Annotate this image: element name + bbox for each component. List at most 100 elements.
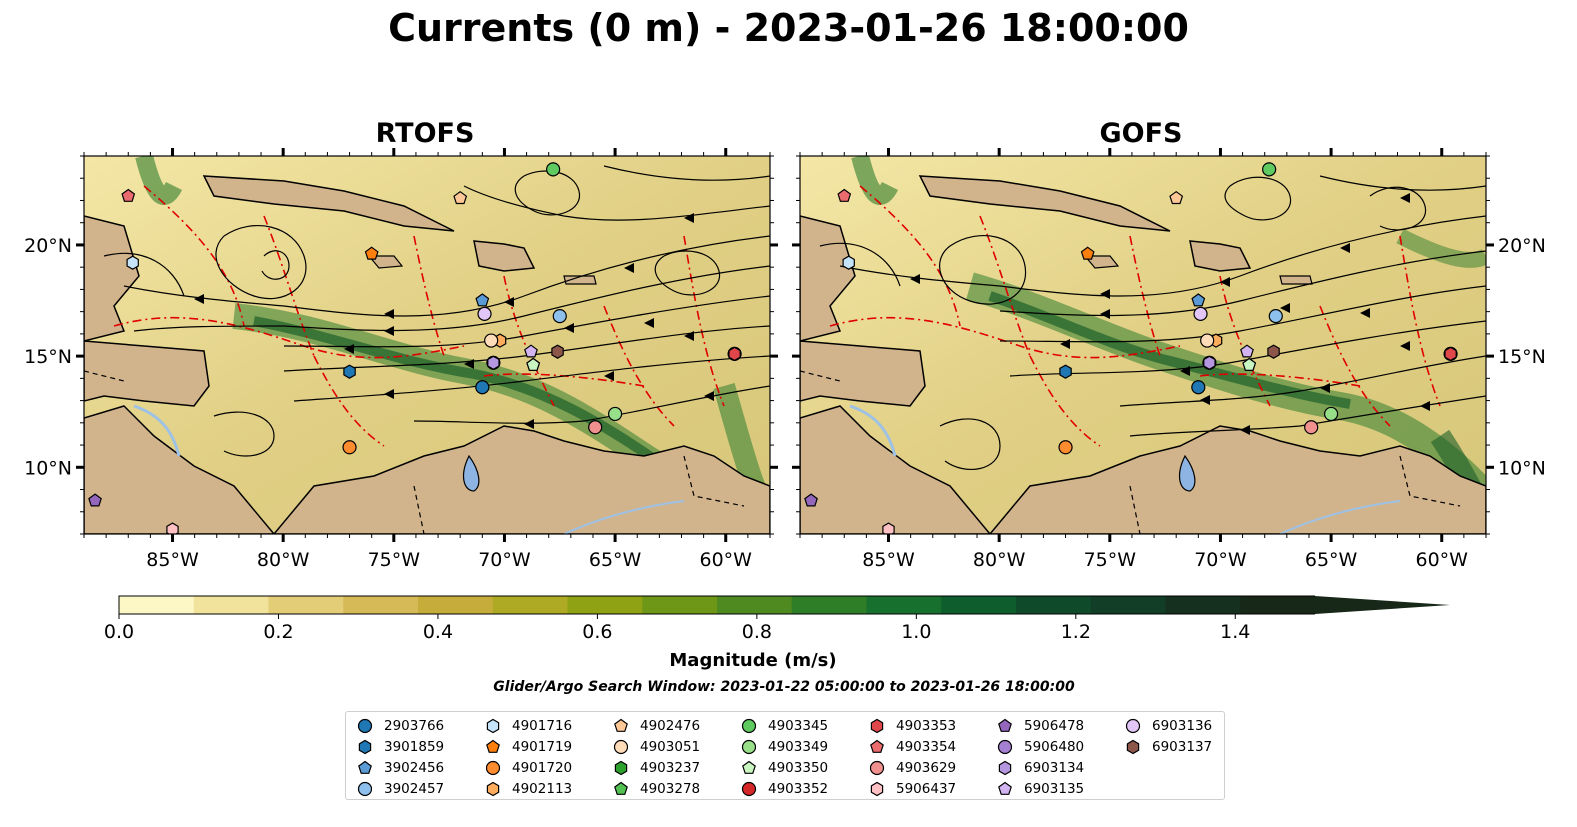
map-panel-gofs: [800, 156, 1486, 534]
legend-label: 4902476: [640, 717, 701, 734]
lat-tick-label: 10°N: [1498, 457, 1546, 479]
lon-tick-label: 75°W: [1084, 549, 1137, 571]
colorbar-segment: [193, 596, 270, 614]
colorbar-segment: [866, 596, 942, 614]
circle-marker-icon: [357, 781, 373, 796]
legend-marker-5906437: [870, 781, 884, 796]
lon-tick-label: 60°W: [700, 549, 753, 571]
legend-marker-4903350: [742, 760, 756, 774]
legend-label: 4903349: [768, 738, 829, 755]
streamlines: [819, 175, 1486, 470]
colorbar-segment: [941, 596, 1017, 614]
circle-marker-icon: [741, 718, 757, 733]
colorbar-segment: [1240, 596, 1316, 614]
float-marker-5906478: [88, 493, 102, 507]
legend-marker-4903278: [614, 781, 628, 795]
legend-item: 4901720: [484, 757, 572, 778]
lon-tick-label: 65°W: [1305, 549, 1358, 571]
float-marker-6903136: [477, 306, 492, 321]
legend-marker-4903354: [870, 739, 884, 753]
colorbar-segment: [343, 596, 419, 614]
float-marker-3901859: [343, 364, 356, 379]
hexagon-marker-icon: [998, 760, 1012, 775]
float-markers-gofs: [804, 162, 1458, 534]
float-marker-3902456: [1191, 293, 1206, 307]
float-marker-4902476: [1169, 190, 1184, 205]
map-frame-rtofs: [83, 155, 771, 535]
lake-nicaragua: [849, 404, 897, 457]
legend-item: 4903349: [740, 736, 828, 757]
pentagon-marker-icon: [870, 739, 884, 753]
colorbar-segment: [1016, 596, 1092, 614]
colorbar-segment: [418, 596, 494, 614]
legend-label: 3901859: [384, 738, 445, 755]
legend-label: 6903134: [1024, 759, 1085, 776]
figure-title: Currents (0 m) - 2023-01-26 18:00:00: [388, 6, 1189, 50]
legend-marker-6903135: [998, 781, 1012, 795]
colorbar-segment: [717, 596, 793, 614]
colorbar-segment: [119, 596, 195, 614]
legend-marker-4903353: [870, 718, 884, 733]
legend-marker-4901719: [486, 739, 500, 753]
land-yucatan: [84, 215, 140, 342]
land-jamaica: [1083, 255, 1120, 269]
legend-item: 6903137: [1124, 736, 1212, 757]
legend-item: 4903352: [740, 778, 828, 799]
colorbar-tick-label: 0.2: [263, 621, 293, 643]
lon-tick-label: 80°W: [973, 549, 1026, 571]
hexagon-marker-icon: [614, 760, 628, 775]
legend-marker-6903136: [1125, 718, 1141, 733]
legend-column: 5906478 5906480 6903134 6903135: [996, 715, 1084, 799]
lon-tick-label: 70°W: [1194, 549, 1247, 571]
float-marker-4901719: [1080, 246, 1095, 260]
legend-item: 2903766: [356, 715, 444, 736]
float-marker-6903134: [1203, 355, 1216, 370]
pentagon-marker-icon: [614, 781, 628, 795]
legend-column: 4903353 4903354 4903629 5906437: [868, 715, 956, 799]
river: [563, 500, 685, 534]
float-marker-4901716: [126, 255, 139, 270]
hexagon-marker-icon: [1126, 739, 1140, 754]
legend-label: 4903345: [768, 717, 829, 734]
lon-tick-label: 75°W: [368, 549, 421, 571]
map-frame-gofs: [799, 155, 1487, 535]
search-window-text: Glider/Argo Search Window: 2023-01-22 05…: [493, 679, 1075, 695]
lake-nicaragua: [133, 404, 181, 457]
legend-label: 4903237: [640, 759, 701, 776]
pentagon-marker-icon: [614, 718, 628, 732]
float-marker-3901859: [1059, 364, 1072, 379]
legend-item: 4903345: [740, 715, 828, 736]
current-jet: [135, 156, 183, 205]
float-marker-4901720: [1058, 440, 1073, 455]
legend-marker-4903629: [869, 760, 885, 775]
lat-tick-label: 15°N: [24, 346, 72, 368]
legend-marker-4903349: [741, 739, 757, 754]
legend-label: 6903135: [1024, 780, 1085, 797]
map-panel-rtofs: [84, 156, 770, 534]
legend-item: 4902113: [484, 778, 572, 799]
circle-marker-icon: [485, 760, 501, 775]
lat-tick-label: 10°N: [24, 457, 72, 479]
legend-marker-5906480: [997, 739, 1013, 754]
river: [1279, 500, 1401, 534]
lon-tick-label: 80°W: [257, 549, 310, 571]
legend-item: 5906480: [996, 736, 1084, 757]
country-borders: [84, 370, 745, 534]
legend-label: 4901720: [512, 759, 573, 776]
float-marker-4903349: [607, 406, 623, 422]
land-hispaniola: [1189, 240, 1252, 272]
lon-tick-label: 85°W: [862, 549, 915, 571]
colorbar-tick-label: 0.8: [742, 621, 772, 643]
colorbar-segment: [1165, 596, 1241, 614]
legend-label: 5906437: [896, 780, 957, 797]
lat-tick-label: 20°N: [24, 235, 72, 257]
legend-item: 4901716: [484, 715, 572, 736]
legend-label: 6903136: [1152, 717, 1213, 734]
land-cuba: [918, 175, 1171, 232]
legend-marker-4901716: [486, 718, 500, 733]
circle-marker-icon: [741, 739, 757, 754]
colorbar-segment: [567, 596, 643, 614]
float-marker-5906437: [166, 522, 179, 534]
float-marker-6903136: [1193, 306, 1208, 321]
legend-label: 3902456: [384, 759, 445, 776]
